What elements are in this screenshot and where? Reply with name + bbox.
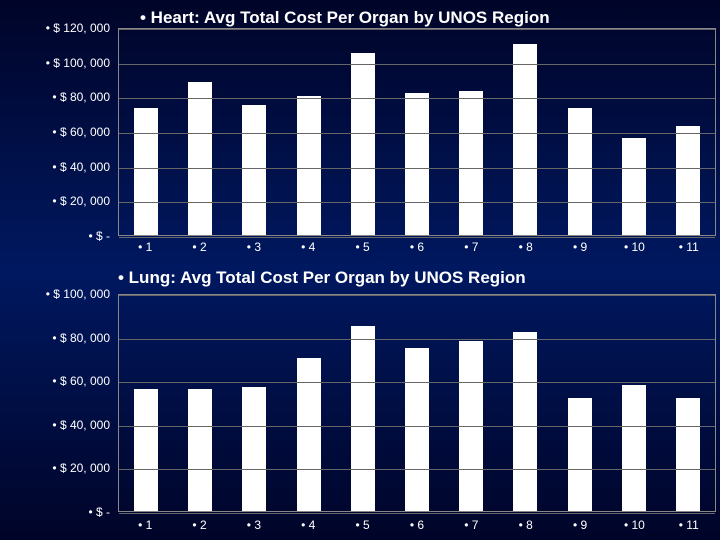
heart-xlabel: • 11 — [662, 240, 716, 254]
lung-xlabel: • 6 — [390, 518, 444, 532]
heart-ylabel: • $ 40, 000 — [0, 160, 110, 174]
lung-bar — [351, 326, 375, 511]
heart-bar — [622, 138, 646, 235]
lung-bar — [405, 348, 429, 512]
heart-bar — [297, 96, 321, 235]
heart-bar — [513, 44, 537, 235]
lung-bars — [119, 295, 715, 511]
heart-xlabel: • 4 — [281, 240, 335, 254]
lung-bar — [622, 385, 646, 511]
lung-plot-area — [118, 294, 716, 512]
heart-xlabel: • 9 — [553, 240, 607, 254]
lung-chart-title: • Lung: Avg Total Cost Per Organ by UNOS… — [118, 268, 526, 288]
heart-bar — [351, 53, 375, 235]
heart-bars — [119, 29, 715, 235]
heart-ylabel: • $ 60, 000 — [0, 125, 110, 139]
lung-ylabel: • $ 20, 000 — [0, 461, 110, 475]
heart-xlabel: • 7 — [444, 240, 498, 254]
lung-xlabel: • 3 — [227, 518, 281, 532]
heart-xlabel: • 3 — [227, 240, 281, 254]
heart-xlabel: • 8 — [499, 240, 553, 254]
heart-xlabel: • 10 — [607, 240, 661, 254]
lung-xlabel: • 4 — [281, 518, 335, 532]
lung-xlabels: • 1• 2• 3• 4• 5• 6• 7• 8• 9• 10• 11 — [118, 518, 716, 532]
heart-bar — [242, 105, 266, 235]
lung-bar — [242, 387, 266, 511]
heart-xlabel: • 2 — [172, 240, 226, 254]
lung-xlabel: • 5 — [335, 518, 389, 532]
heart-bar — [188, 82, 212, 235]
heart-xlabel: • 1 — [118, 240, 172, 254]
lung-xlabel: • 11 — [662, 518, 716, 532]
heart-xlabels: • 1• 2• 3• 4• 5• 6• 7• 8• 9• 10• 11 — [118, 240, 716, 254]
heart-bar — [676, 126, 700, 235]
lung-xlabel: • 1 — [118, 518, 172, 532]
heart-ylabel: • $ 20, 000 — [0, 194, 110, 208]
lung-bar — [134, 389, 158, 511]
lung-ylabel: • $ 60, 000 — [0, 374, 110, 388]
heart-chart-title: • Heart: Avg Total Cost Per Organ by UNO… — [140, 8, 550, 28]
heart-ylabel: • $ - — [0, 229, 110, 243]
lung-xlabel: • 7 — [444, 518, 498, 532]
lung-xlabel: • 2 — [172, 518, 226, 532]
lung-bar — [568, 398, 592, 511]
heart-ylabel: • $ 120, 000 — [0, 21, 110, 35]
lung-bar — [188, 389, 212, 511]
lung-ylabel: • $ 40, 000 — [0, 418, 110, 432]
lung-ylabel: • $ 100, 000 — [0, 287, 110, 301]
lung-xlabel: • 10 — [607, 518, 661, 532]
heart-bar — [405, 93, 429, 235]
lung-bar — [676, 398, 700, 511]
heart-ylabel: • $ 100, 000 — [0, 56, 110, 70]
heart-bar — [459, 91, 483, 235]
heart-plot-area — [118, 28, 716, 236]
lung-ylabel: • $ 80, 000 — [0, 331, 110, 345]
lung-xlabel: • 8 — [499, 518, 553, 532]
lung-ylabel: • $ - — [0, 505, 110, 519]
heart-ylabel: • $ 80, 000 — [0, 90, 110, 104]
heart-bar — [134, 108, 158, 235]
lung-bar — [513, 332, 537, 511]
heart-bar — [568, 108, 592, 235]
heart-xlabel: • 6 — [390, 240, 444, 254]
lung-xlabel: • 9 — [553, 518, 607, 532]
heart-xlabel: • 5 — [335, 240, 389, 254]
